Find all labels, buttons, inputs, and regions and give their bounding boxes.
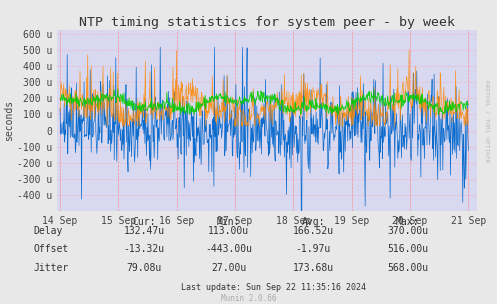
Text: 568.00u: 568.00u — [387, 263, 428, 272]
Text: Avg:: Avg: — [301, 217, 325, 227]
Text: 79.08u: 79.08u — [127, 263, 162, 272]
Text: 27.00u: 27.00u — [211, 263, 246, 272]
Text: Last update: Sun Sep 22 11:35:16 2024: Last update: Sun Sep 22 11:35:16 2024 — [181, 283, 366, 292]
Text: Offset: Offset — [33, 244, 69, 254]
Text: 370.00u: 370.00u — [387, 226, 428, 236]
Text: 113.00u: 113.00u — [208, 226, 249, 236]
Text: -13.32u: -13.32u — [124, 244, 165, 254]
Text: RRDTOOL / TOBI OETIKER: RRDTOOL / TOBI OETIKER — [485, 80, 490, 163]
Text: -443.00u: -443.00u — [205, 244, 252, 254]
Text: Min:: Min: — [217, 217, 241, 227]
Y-axis label: seconds: seconds — [4, 100, 14, 141]
Text: 132.47u: 132.47u — [124, 226, 165, 236]
Text: Max:: Max: — [396, 217, 419, 227]
Text: 166.52u: 166.52u — [293, 226, 333, 236]
Text: 173.68u: 173.68u — [293, 263, 333, 272]
Text: Cur:: Cur: — [132, 217, 156, 227]
Text: -1.97u: -1.97u — [296, 244, 331, 254]
Text: 516.00u: 516.00u — [387, 244, 428, 254]
Text: Delay: Delay — [33, 226, 63, 236]
Text: Munin 2.0.66: Munin 2.0.66 — [221, 294, 276, 303]
Text: Jitter: Jitter — [33, 263, 69, 272]
Title: NTP timing statistics for system peer - by week: NTP timing statistics for system peer - … — [79, 16, 455, 29]
